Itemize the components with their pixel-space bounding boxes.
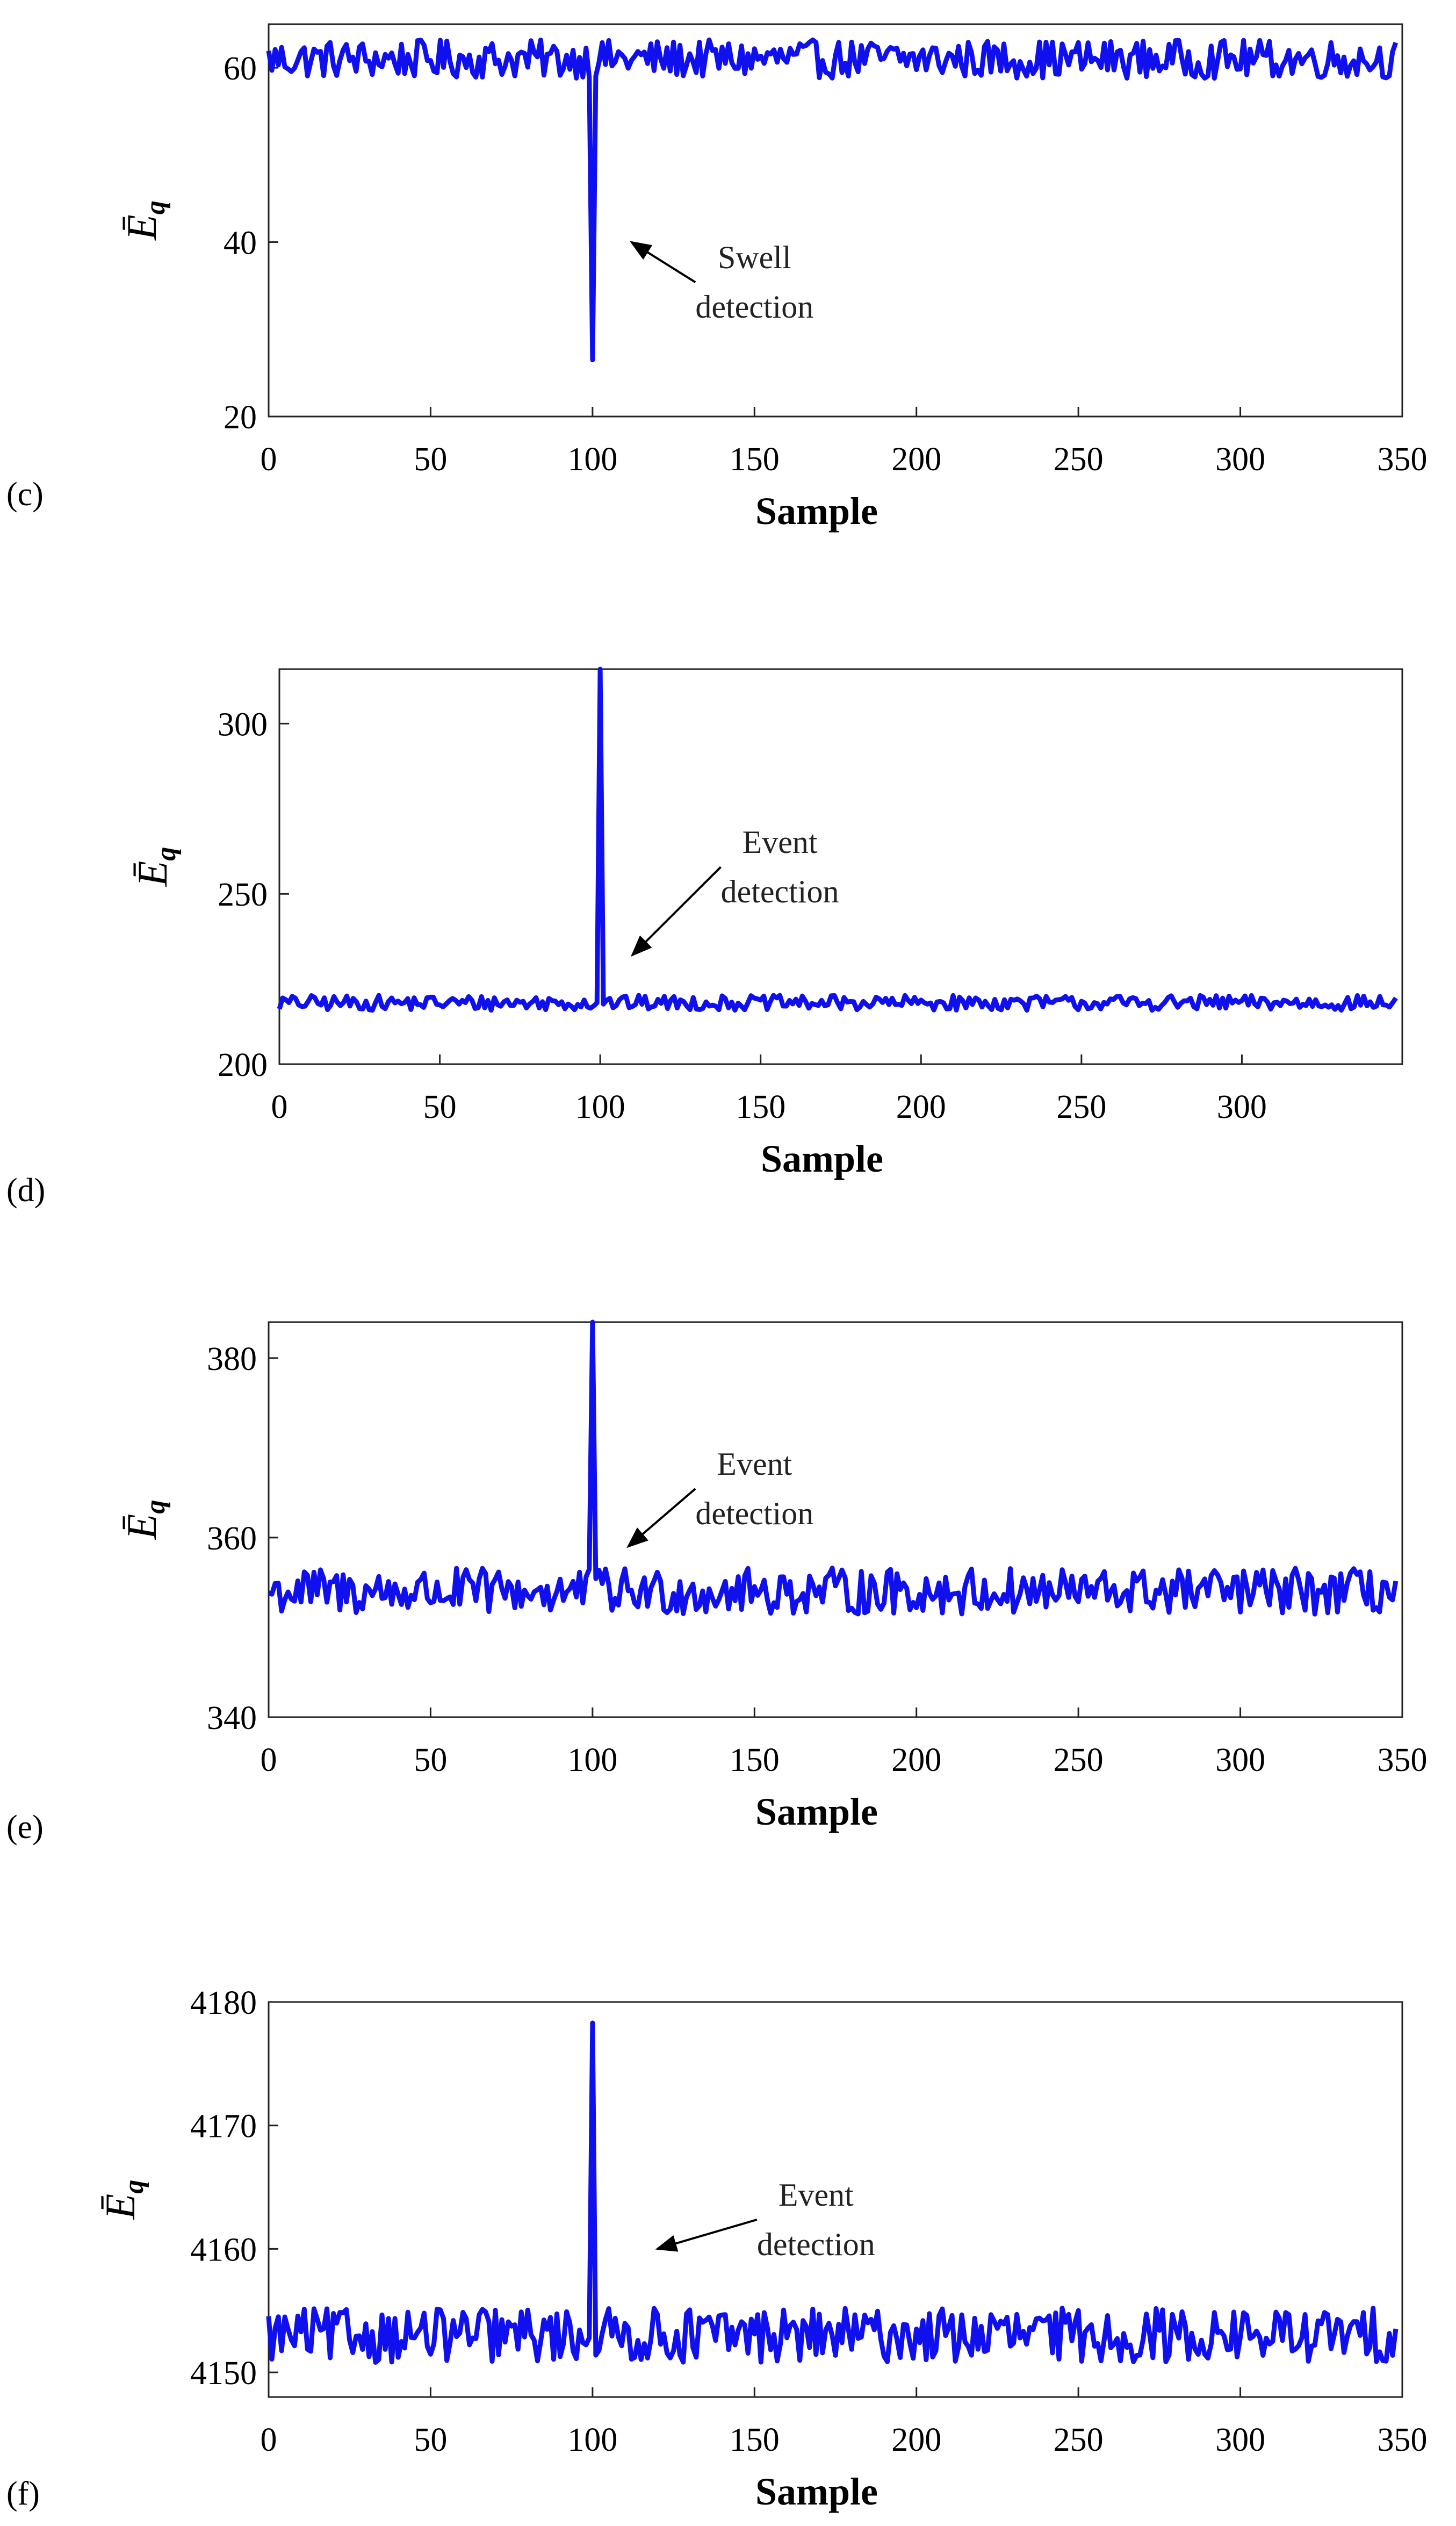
panel-label: (f) [6, 2475, 40, 2512]
annotation-text: Event [743, 824, 818, 860]
data-series-line [268, 1319, 1399, 1617]
y-tick-label: 4160 [190, 2231, 257, 2268]
annotation-text: detection [721, 874, 839, 909]
y-tick-label: 40 [224, 225, 257, 262]
annotation-text: Swell [718, 240, 791, 275]
y-axis-label-subscript: q [140, 200, 171, 214]
y-axis-label-subscript: q [140, 1500, 171, 1514]
x-tick-label: 300 [1215, 441, 1265, 478]
y-axis-label: Ēq [118, 1500, 171, 1540]
x-tick-label: 0 [261, 1742, 277, 1778]
y-axis-label-text: Ēq [118, 1500, 171, 1540]
x-tick-label: 200 [896, 1089, 946, 1125]
y-tick-label: 200 [218, 1047, 268, 1083]
x-tick-label: 50 [414, 2422, 447, 2458]
x-tick-label: 0 [261, 441, 277, 478]
x-tick-label: 250 [1054, 441, 1104, 478]
y-tick-label: 4180 [190, 1985, 257, 2021]
panel-label: (e) [6, 1809, 44, 1846]
y-axis-label-text: Ēq [129, 847, 182, 887]
y-tick-label: 60 [224, 51, 257, 87]
chart-panel-f: 0 50 100 150 200 250 300 350 4150 4160 4170 4180 Sam… [6, 1985, 1428, 2513]
y-tick-label: 380 [207, 1341, 257, 1377]
x-tick-label: 0 [261, 2422, 277, 2458]
x-tick-label: 350 [1378, 441, 1428, 478]
x-axis-label: Sample [761, 1137, 883, 1180]
annotation-arrow [629, 241, 696, 283]
y-tick-label: 360 [207, 1520, 257, 1557]
y-axis-label: Ēq [118, 200, 171, 241]
chart-panel-e: 0 50 100 150 200 250 300 350 340 360 380 Sample Ēq (e… [6, 1319, 1428, 1846]
x-tick-label: 100 [575, 1089, 625, 1125]
x-axis-label: Sample [755, 490, 878, 533]
y-tick-label: 250 [218, 877, 268, 913]
chart-panel-c: 0 50 100 150 200 250 300 350 20 40 60 Sample Ēq (c) Sw… [6, 23, 1428, 533]
data-series-line [277, 666, 1398, 1013]
plot-frame [268, 2001, 1403, 2398]
annotation-text: detection [695, 1496, 813, 1531]
data-series-line [266, 37, 1399, 363]
x-tick-label: 150 [730, 441, 780, 478]
x-tick-label: 200 [891, 1742, 941, 1778]
y-tick-label: 20 [224, 399, 257, 436]
y-axis-label-main: Ē [118, 214, 165, 241]
x-tick-label: 100 [567, 441, 617, 478]
x-axis-label: Sample [755, 2470, 878, 2513]
x-tick-label: 50 [414, 441, 447, 478]
y-axis-label-main: Ē [129, 861, 176, 887]
plot-frame [278, 668, 1403, 1065]
y-axis-label-main: Ē [97, 2194, 143, 2220]
x-tick-label: 150 [730, 1742, 780, 1778]
x-tick-label: 100 [567, 1742, 617, 1778]
x-tick-label: 300 [1215, 2422, 1265, 2458]
annotation-text: Event [779, 2177, 854, 2213]
x-tick-label: 250 [1054, 1742, 1104, 1778]
x-tick-label: 50 [414, 1742, 447, 1778]
panel-label: (d) [6, 1172, 45, 1209]
y-axis-label-subscript: q [151, 847, 182, 861]
plot-frame [268, 1321, 1403, 1718]
annotation-text: Event [717, 1446, 792, 1482]
annotation-arrow [631, 866, 722, 957]
y-axis-label-text: Ēq [118, 200, 171, 241]
data-series-line [266, 2020, 1399, 2365]
x-tick-label: 150 [736, 1089, 785, 1125]
x-tick-label: 250 [1056, 1089, 1106, 1125]
x-tick-label: 350 [1378, 2422, 1428, 2458]
x-tick-label: 50 [423, 1089, 457, 1125]
annotation-arrow [655, 2219, 758, 2252]
y-axis-label-text: Ēq [97, 2180, 149, 2220]
x-tick-label: 200 [891, 441, 941, 478]
y-tick-label: 4170 [190, 2108, 257, 2145]
y-axis-label-main: Ē [118, 1514, 165, 1540]
y-tick-label: 4150 [190, 2355, 257, 2392]
x-axis-label: Sample [755, 1790, 878, 1833]
x-tick-label: 100 [567, 2422, 617, 2458]
x-tick-label: 350 [1378, 1742, 1428, 1778]
x-tick-label: 300 [1217, 1089, 1267, 1125]
panel-label: (c) [6, 476, 44, 513]
y-axis-label: Ēq [97, 2180, 149, 2220]
annotation-arrow [626, 1488, 696, 1548]
annotation-text: detection [695, 289, 813, 325]
x-tick-label: 300 [1215, 1742, 1265, 1778]
annotation-text: detection [757, 2227, 875, 2262]
x-tick-label: 0 [271, 1089, 288, 1125]
plot-frame [268, 23, 1403, 418]
x-tick-label: 250 [1054, 2422, 1104, 2458]
y-tick-label: 300 [218, 706, 268, 743]
y-axis-label-subscript: q [119, 2180, 149, 2194]
x-tick-label: 150 [730, 2422, 780, 2458]
chart-panel-d: 0 50 100 150 200 250 300 200 250 300 Sample Ēq (d) Ev… [6, 666, 1403, 1209]
y-axis-label: Ēq [129, 847, 182, 887]
x-tick-label: 200 [891, 2422, 941, 2458]
y-tick-label: 340 [207, 1700, 257, 1736]
